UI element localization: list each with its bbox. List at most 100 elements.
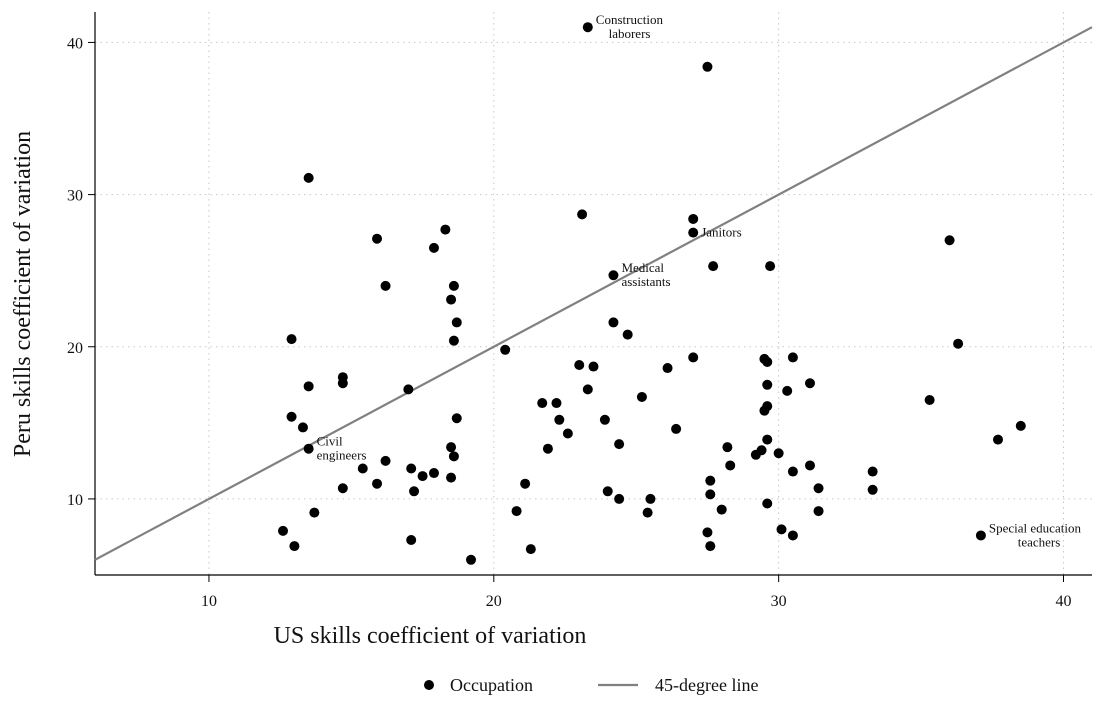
legend-occupation-marker (424, 680, 434, 690)
data-point (428, 242, 439, 253)
data-point (702, 61, 713, 72)
data-point (551, 398, 562, 409)
data-point (403, 384, 414, 395)
axes (88, 12, 1092, 582)
annotation-line: Janitors (701, 225, 741, 240)
legend-line-label: 45-degree line (655, 675, 758, 695)
data-point (428, 468, 439, 479)
data-point (289, 541, 300, 552)
data-point (787, 352, 798, 363)
data-point (804, 378, 815, 389)
data-point (762, 356, 773, 367)
data-point (705, 541, 716, 552)
data-point (511, 506, 522, 517)
data-point (278, 525, 289, 536)
data-point (688, 352, 699, 363)
annotation-line: Special education (989, 520, 1082, 535)
grid-lines (95, 12, 1092, 575)
data-point (380, 455, 391, 466)
data-point (451, 317, 462, 328)
data-point (466, 554, 477, 565)
data-point (725, 460, 736, 471)
data-point (448, 280, 459, 291)
data-point (867, 466, 878, 477)
annotation-label: Janitors (701, 225, 741, 240)
annotation-line: engineers (317, 448, 367, 463)
data-point (337, 483, 348, 494)
data-point (750, 449, 761, 460)
tick-labels: 10 20 30 40 10 20 30 40 (67, 35, 1072, 610)
data-point (924, 395, 935, 406)
data-point (608, 270, 619, 281)
data-point (286, 334, 297, 345)
data-point (599, 414, 610, 425)
annotation-line: Medical (621, 260, 664, 275)
y-axis-title: Peru skills coefficient of variation (10, 131, 36, 457)
legend-occupation-label: Occupation (450, 675, 533, 695)
data-point (446, 294, 457, 305)
data-point (309, 507, 320, 518)
data-point (671, 423, 682, 434)
data-point (787, 530, 798, 541)
data-point (645, 493, 656, 504)
x-tick-label: 10 (201, 593, 217, 610)
data-point (562, 428, 573, 439)
annotation-line: Civil (317, 434, 343, 449)
data-point (574, 360, 585, 371)
x-tick-label: 30 (771, 593, 787, 610)
data-point (372, 478, 383, 489)
data-point (762, 498, 773, 509)
data-point (722, 442, 733, 453)
data-point (554, 414, 565, 425)
annotation-label: Medical assistants (621, 260, 670, 289)
annotation-label: Special education teachers (989, 520, 1082, 549)
data-point (577, 209, 588, 220)
data-point (992, 434, 1003, 445)
data-point (303, 443, 314, 454)
data-point (372, 233, 383, 244)
data-point (614, 439, 625, 450)
data-point (406, 463, 417, 474)
data-point (602, 486, 613, 497)
data-point (297, 422, 308, 433)
y-tick-label: 10 (67, 492, 83, 509)
data-point (588, 361, 599, 372)
data-point (688, 213, 699, 224)
data-point (380, 280, 391, 291)
data-point (813, 483, 824, 494)
data-point (303, 381, 314, 392)
data-point (867, 484, 878, 495)
data-point (448, 451, 459, 462)
x-tick-label: 20 (486, 593, 502, 610)
data-point (614, 493, 625, 504)
data-point (286, 411, 297, 422)
data-point (446, 442, 457, 453)
data-point (542, 443, 553, 454)
y-tick-label: 20 (67, 340, 83, 357)
data-point (759, 405, 770, 416)
data-point (662, 363, 673, 374)
data-point (582, 384, 593, 395)
data-point (582, 22, 593, 33)
data-point (688, 227, 699, 238)
data-point (451, 413, 462, 424)
data-point (804, 460, 815, 471)
data-point (440, 224, 451, 235)
data-point (705, 489, 716, 500)
data-point (953, 338, 964, 349)
x-axis-title: US skills coefficient of variation (274, 623, 587, 649)
data-point (446, 472, 457, 483)
x-tick-label: 40 (1056, 593, 1072, 610)
annotation-line: laborers (609, 26, 651, 41)
data-point (1015, 420, 1026, 431)
data-point (773, 448, 784, 459)
data-point (406, 535, 417, 546)
data-point (716, 504, 727, 515)
data-point (708, 261, 719, 272)
data-points (278, 22, 1026, 565)
data-point (813, 506, 824, 517)
annotation-label: Construction laborers (596, 12, 664, 41)
data-point (765, 261, 776, 272)
data-point (705, 475, 716, 486)
data-point (944, 235, 955, 246)
